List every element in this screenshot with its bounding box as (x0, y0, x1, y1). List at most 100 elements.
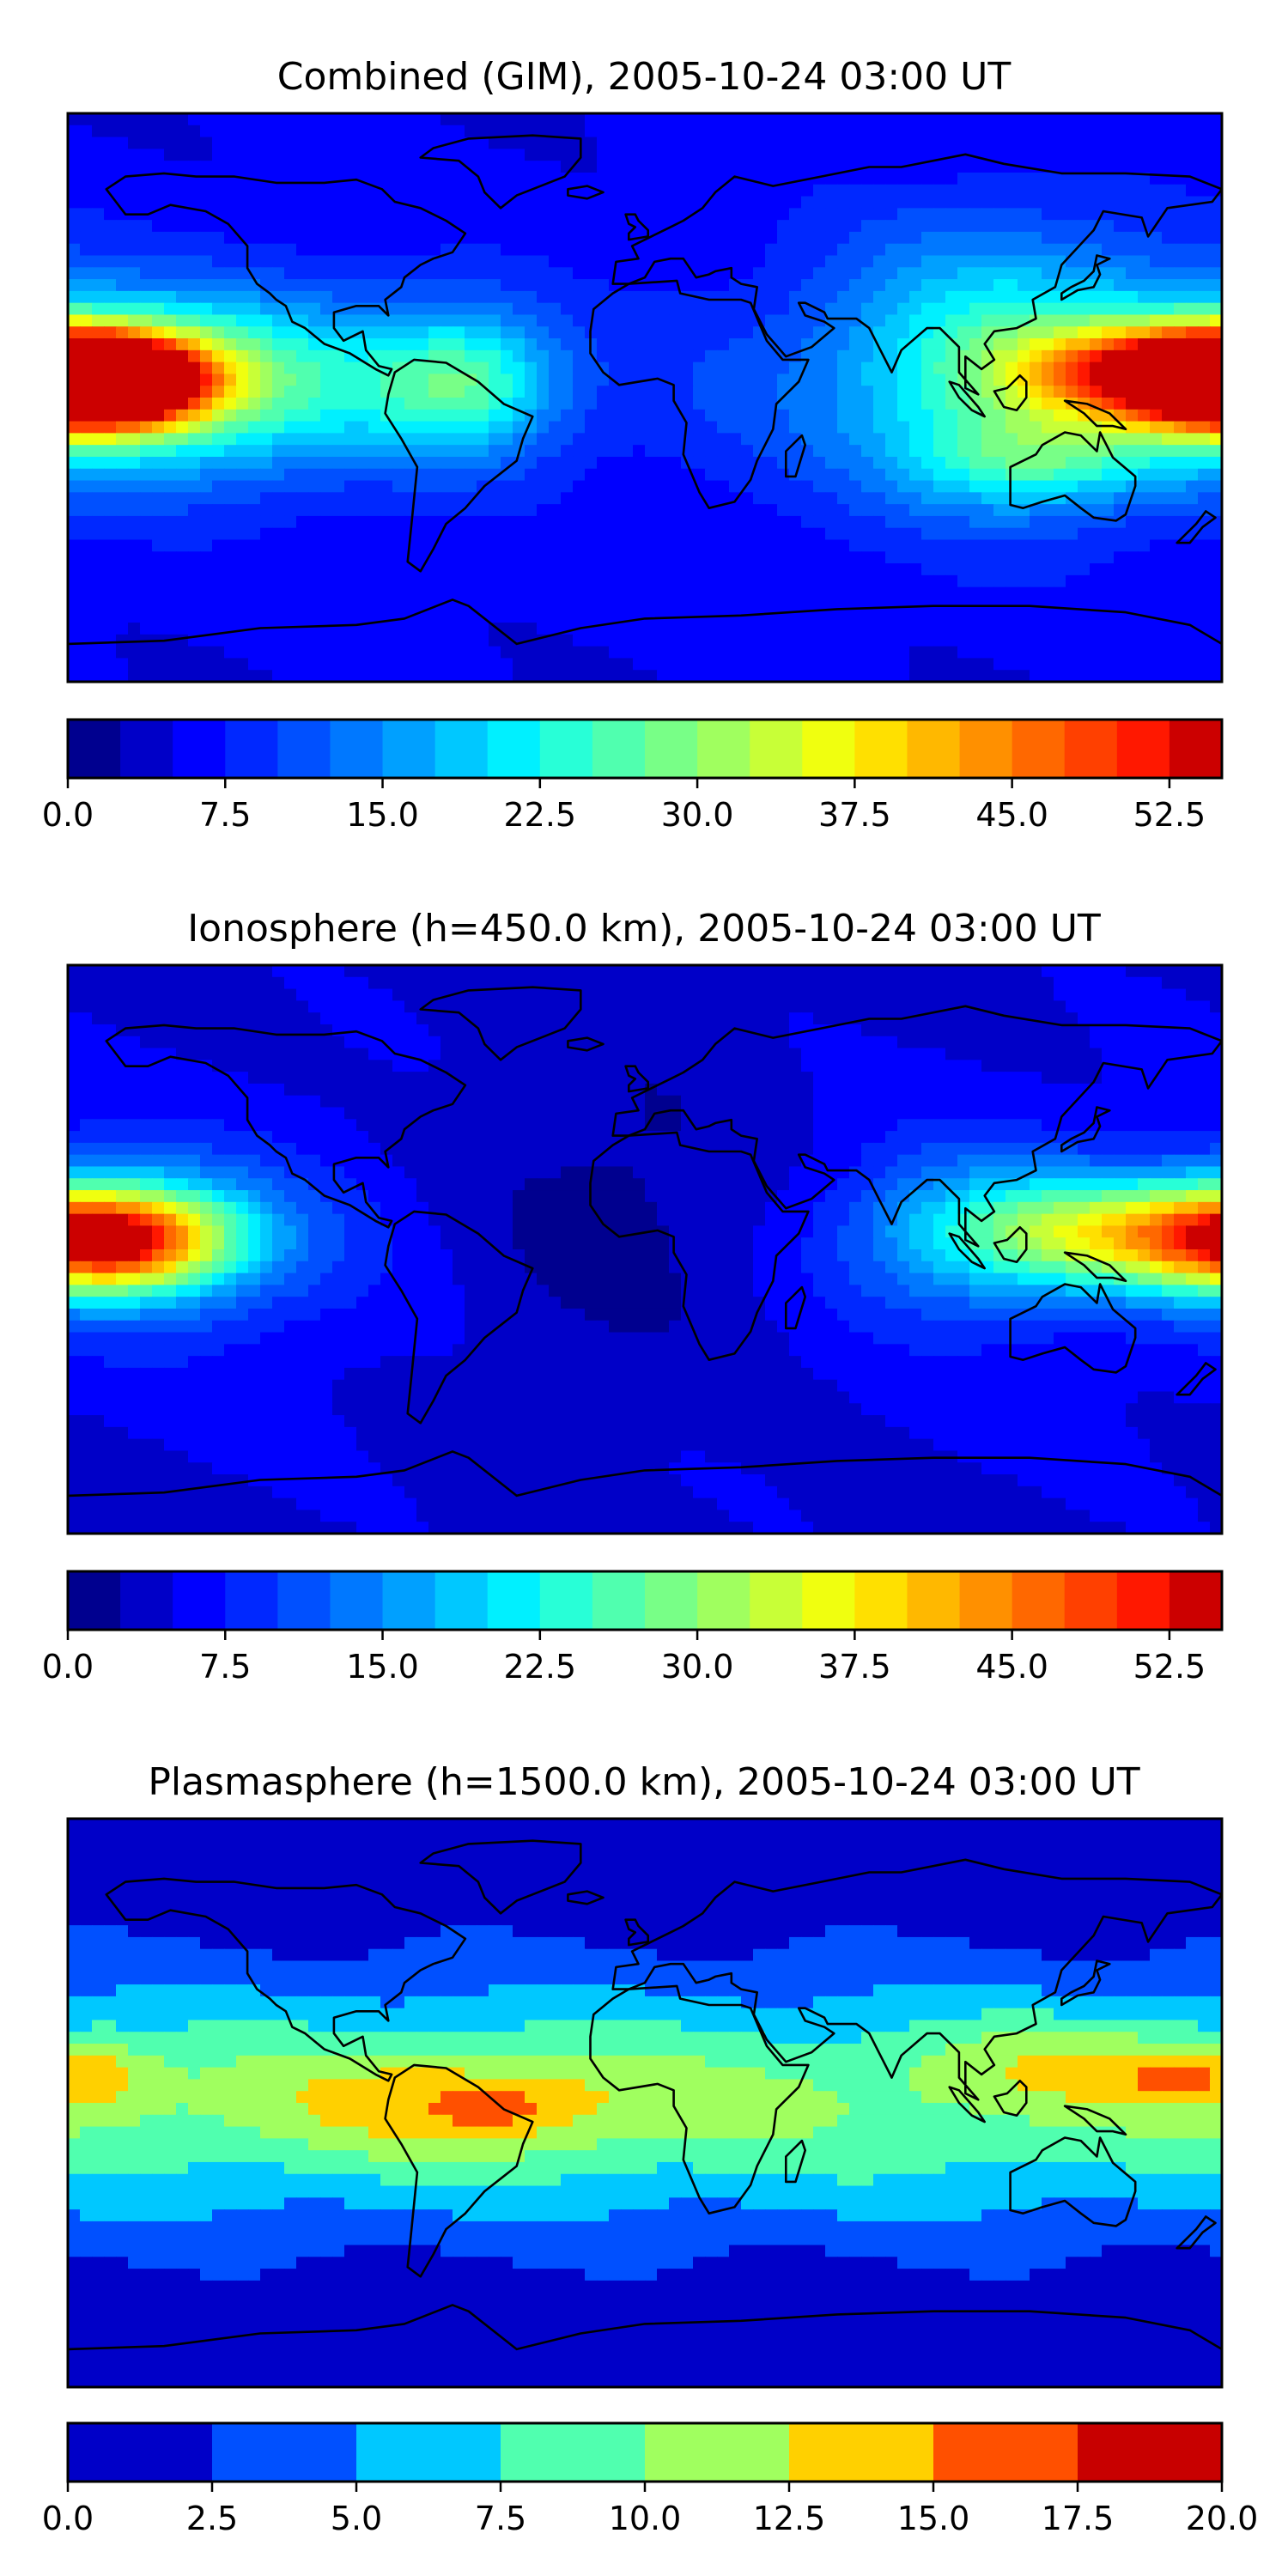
field-cell (969, 445, 982, 458)
field-cell (489, 302, 501, 316)
field-cell (236, 326, 249, 339)
field-cell (380, 623, 393, 635)
field-cell (969, 563, 982, 576)
field-cell (1186, 563, 1199, 576)
field-cell (489, 113, 501, 126)
field-cell (200, 137, 213, 149)
field-cell (705, 658, 718, 671)
field-cell (296, 302, 309, 316)
field-cell (981, 634, 994, 647)
field-cell (128, 468, 141, 482)
field-cell (693, 314, 706, 327)
field-cell (308, 480, 321, 493)
field-cell (777, 184, 790, 197)
field-cell (945, 302, 958, 316)
field-cell (645, 515, 658, 529)
field-cell (681, 551, 694, 564)
coastline-new-zealand (1176, 510, 1217, 544)
field-cell (1005, 965, 1018, 978)
field-cell (272, 267, 285, 280)
field-cell (873, 504, 886, 517)
field-cell (669, 658, 682, 671)
field-cell (104, 563, 117, 576)
field-cell (513, 574, 526, 588)
field-cell (212, 445, 225, 458)
field-cell (1174, 374, 1187, 386)
field-cell (188, 161, 201, 173)
field-cell (1090, 527, 1103, 541)
field-cell (236, 302, 249, 316)
field-cell (320, 279, 333, 292)
field-cell (344, 480, 357, 493)
field-cell (116, 492, 129, 505)
field-cell (68, 421, 81, 434)
field-cell (657, 598, 670, 611)
field-cell (1078, 492, 1091, 505)
field-cell (633, 314, 646, 327)
field-cell (609, 398, 622, 410)
field-cell (525, 433, 538, 446)
field-cell (777, 468, 790, 482)
field-cell (1102, 386, 1115, 398)
field-cell (633, 290, 646, 304)
field-cell (260, 196, 273, 209)
field-cell (248, 551, 261, 564)
field-cell (344, 658, 357, 671)
field-cell (621, 988, 634, 1001)
field-cell (885, 468, 898, 482)
field-cell (164, 338, 177, 351)
field-cell (320, 409, 333, 422)
field-cell (68, 965, 81, 978)
field-cell (597, 113, 610, 126)
field-cell (188, 563, 201, 576)
field-cell (1054, 515, 1066, 529)
field-cell (1005, 586, 1018, 600)
field-cell (368, 137, 381, 149)
field-cell (380, 965, 393, 978)
field-cell (777, 658, 790, 671)
field-cell (993, 196, 1006, 209)
field-cell (741, 433, 754, 446)
field-cell (813, 965, 826, 978)
field-cell (453, 290, 465, 304)
field-cell (501, 504, 513, 517)
field-cell (453, 172, 465, 185)
field-cell (885, 243, 898, 257)
field-cell (212, 988, 225, 1001)
field-cell (176, 279, 189, 292)
field-cell (1066, 161, 1078, 173)
field-cell (909, 279, 922, 292)
field-cell (284, 398, 297, 410)
field-cell (801, 149, 814, 161)
field-cell (284, 634, 297, 647)
field-cell (789, 137, 802, 149)
field-cell (344, 231, 357, 245)
field-cell (116, 504, 129, 517)
field-cell (789, 563, 802, 576)
field-cell (164, 468, 177, 482)
field-cell (1162, 527, 1175, 541)
field-cell (1054, 988, 1066, 1001)
field-cell (128, 326, 141, 339)
field-cell (236, 456, 249, 470)
field-cell (813, 113, 826, 126)
field-cell (428, 611, 441, 623)
field-cell (1102, 314, 1115, 327)
field-cell (284, 551, 297, 564)
field-cell (621, 220, 634, 233)
field-cell (404, 184, 417, 197)
field-cell (885, 398, 898, 410)
field-cell (993, 113, 1006, 126)
field-cell (705, 302, 718, 316)
field-cell (777, 634, 790, 647)
field-cell (1102, 646, 1115, 659)
field-cell (1138, 386, 1151, 398)
field-cell (1186, 349, 1199, 363)
field-cell (657, 290, 670, 304)
field-cell (561, 196, 574, 209)
field-cell (344, 1000, 357, 1013)
field-cell (1162, 314, 1175, 327)
field-cell (248, 196, 261, 209)
field-cell (416, 386, 429, 398)
field-cell (609, 113, 622, 126)
